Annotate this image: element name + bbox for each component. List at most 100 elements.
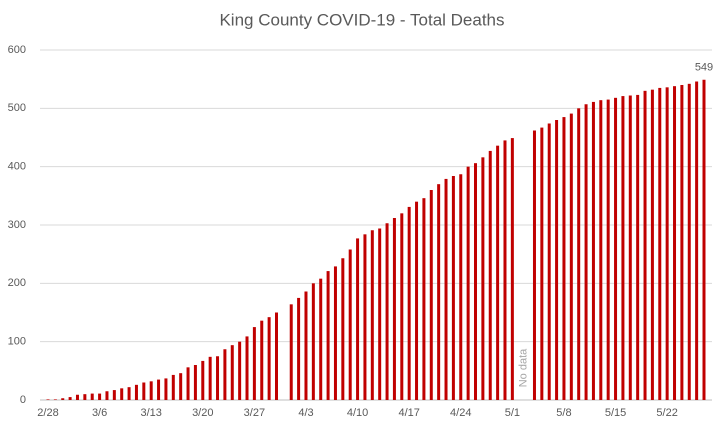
bar [260, 320, 264, 400]
bar [378, 228, 382, 400]
x-tick-label: 5/1 [505, 407, 520, 419]
bar [481, 157, 485, 400]
bar [665, 87, 669, 400]
bar [488, 150, 492, 400]
bar [606, 99, 610, 400]
bar [75, 394, 79, 400]
bar [577, 108, 581, 400]
bar [422, 198, 426, 400]
bar [407, 206, 411, 400]
bar [562, 117, 566, 400]
bar [53, 399, 57, 400]
bar [429, 190, 433, 400]
data-label: 549 [695, 62, 713, 74]
bar [171, 374, 175, 400]
bar [591, 101, 595, 401]
bar [547, 123, 551, 400]
bar [503, 140, 507, 400]
x-tick-label: 2/28 [37, 407, 58, 419]
y-tick-label: 600 [8, 44, 26, 56]
bar [496, 145, 500, 400]
x-tick-label: 4/3 [298, 407, 313, 419]
bar [621, 96, 625, 400]
bar [267, 317, 271, 400]
bar [216, 356, 220, 400]
bar [252, 327, 256, 400]
bar [186, 367, 190, 400]
bar [98, 393, 102, 400]
x-tick-label: 4/10 [347, 407, 368, 419]
bar [238, 341, 242, 400]
bar [459, 174, 463, 400]
bar [614, 97, 618, 400]
bar [370, 230, 374, 400]
bar [658, 87, 662, 401]
bar [437, 184, 441, 400]
bar [702, 79, 706, 400]
bar [584, 104, 588, 400]
bar [311, 283, 315, 400]
bar [333, 266, 337, 400]
bar [356, 238, 360, 400]
bar [466, 166, 470, 400]
bar [643, 90, 647, 400]
bar [201, 360, 205, 400]
y-tick-label: 500 [8, 102, 26, 114]
x-tick-label: 3/6 [92, 407, 107, 419]
bar [400, 213, 404, 400]
bar [127, 387, 131, 400]
bar [149, 381, 153, 400]
bar [112, 390, 116, 400]
annotation: No data [517, 348, 529, 387]
bar [274, 312, 278, 400]
y-tick-label: 300 [8, 219, 26, 231]
bar [392, 218, 396, 400]
bar [46, 399, 50, 400]
bar [208, 356, 212, 400]
y-tick-label: 0 [20, 394, 26, 406]
bar [193, 365, 197, 400]
y-tick-label: 400 [8, 161, 26, 173]
bar [695, 81, 699, 400]
bar [120, 388, 124, 400]
bar [510, 138, 514, 401]
bar [319, 278, 323, 400]
bar [230, 345, 234, 400]
bar [157, 379, 161, 400]
x-tick-label: 5/15 [605, 407, 626, 419]
bar [326, 271, 330, 400]
bar [223, 349, 227, 400]
bar [341, 258, 345, 400]
bar [348, 249, 352, 400]
bar [650, 89, 654, 401]
bar [61, 398, 65, 400]
bar [90, 393, 94, 400]
bar [673, 86, 677, 401]
x-tick-label: 4/17 [398, 407, 419, 419]
bar [532, 130, 536, 400]
bar [297, 297, 301, 400]
y-tick-label: 100 [8, 336, 26, 348]
bar [636, 94, 640, 401]
bar [474, 163, 478, 400]
x-tick-label: 3/27 [244, 407, 265, 419]
y-tick-label: 200 [8, 277, 26, 289]
bar [134, 384, 138, 400]
bar [83, 394, 87, 400]
bar [289, 304, 293, 400]
bar [164, 378, 168, 400]
bar [444, 178, 448, 400]
bar [451, 176, 455, 400]
chart-title: King County COVID-19 - Total Deaths [219, 10, 504, 29]
x-tick-label: 5/8 [556, 407, 571, 419]
bar [385, 223, 389, 400]
bar [179, 373, 183, 400]
x-tick-label: 3/20 [192, 407, 213, 419]
bar [687, 83, 691, 400]
bar [304, 291, 308, 400]
bar [68, 397, 72, 400]
bar [245, 336, 249, 400]
bar [628, 95, 632, 400]
